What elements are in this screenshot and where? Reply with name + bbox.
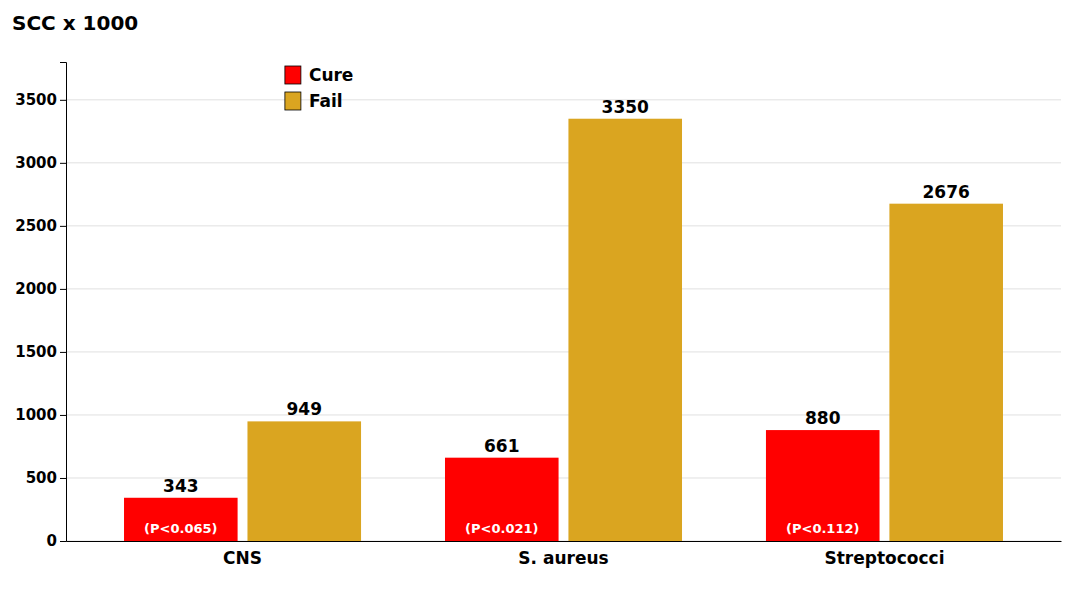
grid-line xyxy=(66,162,1061,163)
tick: S. aureus xyxy=(518,548,608,568)
bar xyxy=(889,204,1003,541)
data-label: 949 xyxy=(287,399,323,419)
tick-label: 500 xyxy=(26,469,57,487)
tick: Streptococci xyxy=(824,548,944,568)
tick-mark xyxy=(60,541,66,542)
data-label: 880 xyxy=(805,408,841,428)
tick-label: 3000 xyxy=(15,154,57,172)
axis-line xyxy=(67,541,1062,542)
tick: 2500 xyxy=(15,217,66,235)
tick-label: CNS xyxy=(223,548,262,568)
series xyxy=(124,430,880,541)
tick: 1000 xyxy=(15,406,66,424)
tick-mark xyxy=(60,352,66,353)
y-axis: 0 500 1000 1500 2000 2500 3000 3500 xyxy=(15,63,66,551)
data-label: 661 xyxy=(484,436,519,456)
bars xyxy=(124,119,1003,541)
annotation: (P<0.021) xyxy=(465,521,538,536)
tick-label: 1000 xyxy=(15,406,57,424)
grid-line xyxy=(66,99,1061,100)
tick-mark xyxy=(60,163,66,164)
chart: SCC x 1000 0 500 1000 1500 2000 2500 3000 3500 CN… xyxy=(0,0,1081,589)
grid xyxy=(66,100,1061,541)
data-label: 3350 xyxy=(602,97,649,117)
data-label: 343 xyxy=(163,476,199,496)
bar xyxy=(124,498,238,541)
tick-mark xyxy=(60,226,66,227)
tick-mark xyxy=(60,289,66,290)
tick: 0 xyxy=(47,532,66,550)
tick: CNS xyxy=(223,548,262,568)
title: SCC x 1000 xyxy=(12,11,138,35)
data-label: 2676 xyxy=(923,182,970,202)
annotations: (P<0.065) (P<0.021) (P<0.112) xyxy=(144,521,859,536)
bar xyxy=(766,430,880,541)
bar xyxy=(247,421,361,541)
tick: 2000 xyxy=(15,280,66,298)
tick-label: Streptococci xyxy=(824,548,944,568)
tick-label: 1500 xyxy=(15,343,57,361)
tick: 3000 xyxy=(15,154,66,172)
legend-swatch xyxy=(285,92,301,110)
legend-item: Fail xyxy=(285,91,343,111)
annotation: (P<0.112) xyxy=(786,521,859,536)
tick-label: 0 xyxy=(47,532,57,550)
tick: 500 xyxy=(26,469,66,487)
annotation: (P<0.065) xyxy=(144,521,217,536)
tick-label: 2000 xyxy=(15,280,57,298)
bar xyxy=(445,458,559,541)
bar xyxy=(568,119,682,541)
x-axis: CNS S. aureus Streptococci xyxy=(67,542,1062,569)
plot: 0 500 1000 1500 2000 2500 3000 3500 CNS S. aureus… xyxy=(15,63,1061,569)
tick-label: S. aureus xyxy=(518,548,608,568)
tick: 1500 xyxy=(15,343,66,361)
tick-mark xyxy=(60,415,66,416)
tick-label: 3500 xyxy=(15,91,57,109)
legend-swatch xyxy=(285,66,301,84)
tick-label: 2500 xyxy=(15,217,57,235)
legend-item: Cure xyxy=(285,65,354,85)
axis-line xyxy=(60,63,67,542)
legend: Cure Fail xyxy=(285,65,354,111)
legend-label: Cure xyxy=(309,65,354,85)
series xyxy=(247,119,1003,541)
tick: 3500 xyxy=(15,91,66,109)
legend-label: Fail xyxy=(309,91,343,111)
tick-mark xyxy=(60,478,66,479)
tick-mark xyxy=(60,100,66,101)
data-labels: 343 661 880 949 3350 2676 xyxy=(163,97,970,496)
